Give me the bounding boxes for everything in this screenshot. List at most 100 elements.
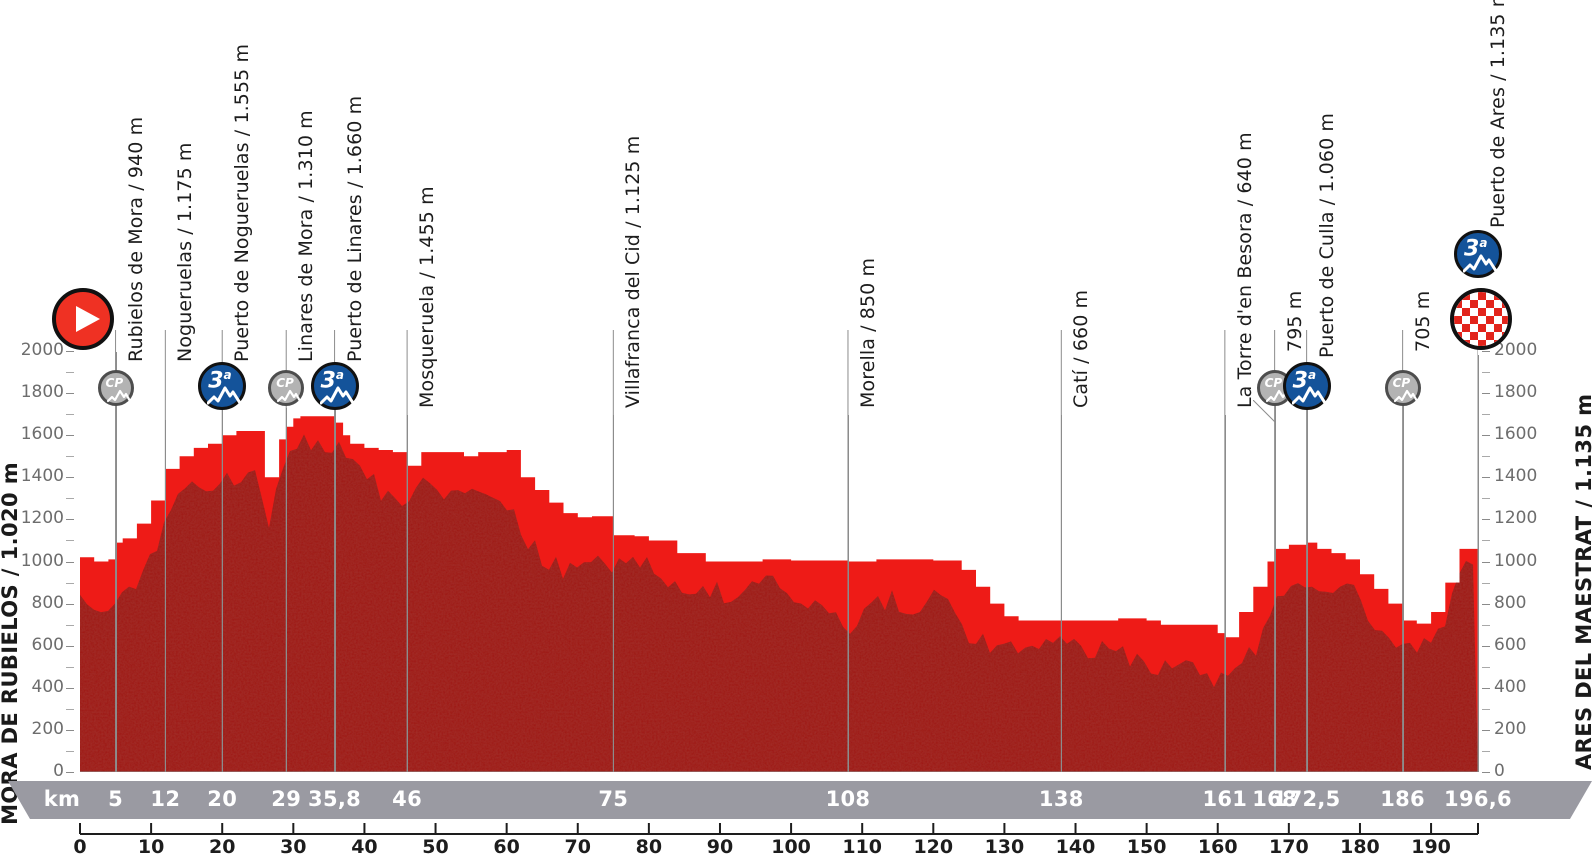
poi-leader-line [1307, 408, 1308, 772]
y-tick-mark [66, 604, 74, 605]
km-marker-label: 5 [108, 787, 123, 811]
scale-tick-label: 170 [1269, 836, 1309, 858]
scale-tick-label: 60 [493, 836, 519, 858]
scale-tick-label: 110 [842, 836, 882, 858]
poi-leader-line [1275, 405, 1276, 772]
poi-leader-line [613, 415, 614, 772]
y-tick-mark [66, 519, 74, 520]
y-tick-mark-minor [1482, 625, 1490, 626]
mountain-icon [320, 385, 354, 405]
poi-label: Linares de Mora / 1.310 m [295, 110, 317, 362]
y-tick-mark-minor [1482, 456, 1490, 457]
poi-leader-line [1061, 415, 1062, 772]
poi-leader-line [1478, 355, 1479, 772]
y-tick-mark-minor [66, 540, 74, 541]
y-tick-mark-minor [66, 414, 74, 415]
y-tick-label: 2000 [1494, 342, 1537, 359]
y-tick-mark-minor [66, 751, 74, 752]
poi-leader-line [222, 408, 223, 772]
y-tick-label: 800 [32, 595, 64, 612]
scale-tick-label: 90 [707, 836, 733, 858]
poi-leader-line [848, 415, 849, 772]
y-tick-mark-minor [1482, 414, 1490, 415]
y-tick-mark [66, 772, 74, 773]
km-marker-label: 161 [1202, 787, 1247, 811]
poi-label: Mosqueruela / 1.455 m [416, 186, 438, 408]
y-tick-label: 2000 [21, 342, 64, 359]
y-tick-label: 1000 [1494, 553, 1537, 570]
category-3-climb-badge: 3a [198, 362, 246, 410]
scale-tick-label: 0 [73, 836, 86, 858]
km-marker-label: 29 [271, 787, 301, 811]
scale-tick-label: 130 [985, 836, 1025, 858]
y-tick-mark [66, 393, 74, 394]
scale-tick-label: 40 [351, 836, 377, 858]
mountain-icon [207, 385, 241, 405]
poi-label: Puerto de Nogueruelas / 1.555 m [231, 44, 253, 362]
mountain-icon [277, 389, 301, 403]
badge-cp-text: CP [276, 376, 294, 390]
y-tick-mark-minor [1482, 583, 1490, 584]
km-marker-label: 20 [207, 787, 237, 811]
y-tick-label: 1000 [21, 553, 64, 570]
scale-tick-label: 80 [636, 836, 662, 858]
scale-tick-label: 140 [1056, 836, 1096, 858]
y-tick-mark [66, 688, 74, 689]
y-tick-mark-minor [66, 625, 74, 626]
km-marker-label: 75 [598, 787, 628, 811]
poi-leader-line [116, 352, 117, 772]
y-tick-label: 600 [32, 637, 64, 654]
y-tick-label: 1200 [21, 510, 64, 527]
y-tick-mark [1482, 562, 1490, 563]
y-axis-left: 0200400600800100012001400160018002000 [14, 330, 74, 772]
poi-leader-line [407, 415, 408, 772]
y-tick-mark [1482, 351, 1490, 352]
y-tick-mark-minor [1482, 540, 1490, 541]
y-tick-mark-minor [1482, 709, 1490, 710]
y-tick-mark-minor [66, 709, 74, 710]
y-tick-mark [66, 351, 74, 352]
scale-tick-label: 100 [771, 836, 811, 858]
km-marker-label: 186 [1380, 787, 1425, 811]
badge-cp-text: CP [106, 376, 124, 390]
scale-tick-label: 120 [913, 836, 953, 858]
y-tick-mark [66, 435, 74, 436]
y-tick-label: 1600 [21, 426, 64, 443]
scale-tick-label: 160 [1198, 836, 1238, 858]
y-tick-mark [66, 730, 74, 731]
km-marker-label: 46 [392, 787, 422, 811]
checkered-flag-icon [1450, 288, 1512, 350]
y-tick-mark-minor [66, 498, 74, 499]
y-tick-label: 1400 [21, 468, 64, 485]
mountain-icon [1463, 253, 1497, 273]
y-tick-mark [1482, 604, 1490, 605]
mountain-icon [1292, 385, 1326, 405]
poi-leader-line [165, 420, 166, 772]
y-tick-mark [66, 646, 74, 647]
finish-location-title: ARES DEL MAESTRAT / 1.135 m [1572, 394, 1592, 770]
start-flag-icon [52, 288, 114, 350]
sprint-cp-badge: CP [1385, 370, 1421, 406]
y-tick-label: 200 [1494, 721, 1526, 738]
y-tick-mark-minor [66, 667, 74, 668]
km-marker-label: 138 [1039, 787, 1084, 811]
poi-label: Puerto de Culla / 1.060 m [1316, 113, 1338, 358]
poi-label: 705 m [1412, 291, 1434, 352]
poi-leader-line [335, 408, 336, 772]
poi-label: Morella / 850 m [857, 258, 879, 408]
poi-label: Puerto de Linares / 1.660 m [344, 96, 366, 362]
y-tick-mark [66, 562, 74, 563]
y-tick-label: 1200 [1494, 510, 1537, 527]
scale-tick-label: 70 [565, 836, 591, 858]
y-tick-mark [1482, 688, 1490, 689]
category-3-climb-badge: 3a [311, 362, 359, 410]
scale-tick-label: 50 [422, 836, 448, 858]
y-tick-label: 1400 [1494, 468, 1537, 485]
badge-cp-text: CP [1393, 376, 1411, 390]
km-distance-bar [0, 781, 1592, 819]
scale-tick-label: 10 [138, 836, 164, 858]
km-marker-label: 172,5 [1273, 787, 1341, 811]
y-tick-label: 0 [1494, 763, 1505, 780]
poi-label: La Torre d'en Besora / 640 m [1234, 132, 1256, 408]
y-tick-label: 400 [1494, 679, 1526, 696]
